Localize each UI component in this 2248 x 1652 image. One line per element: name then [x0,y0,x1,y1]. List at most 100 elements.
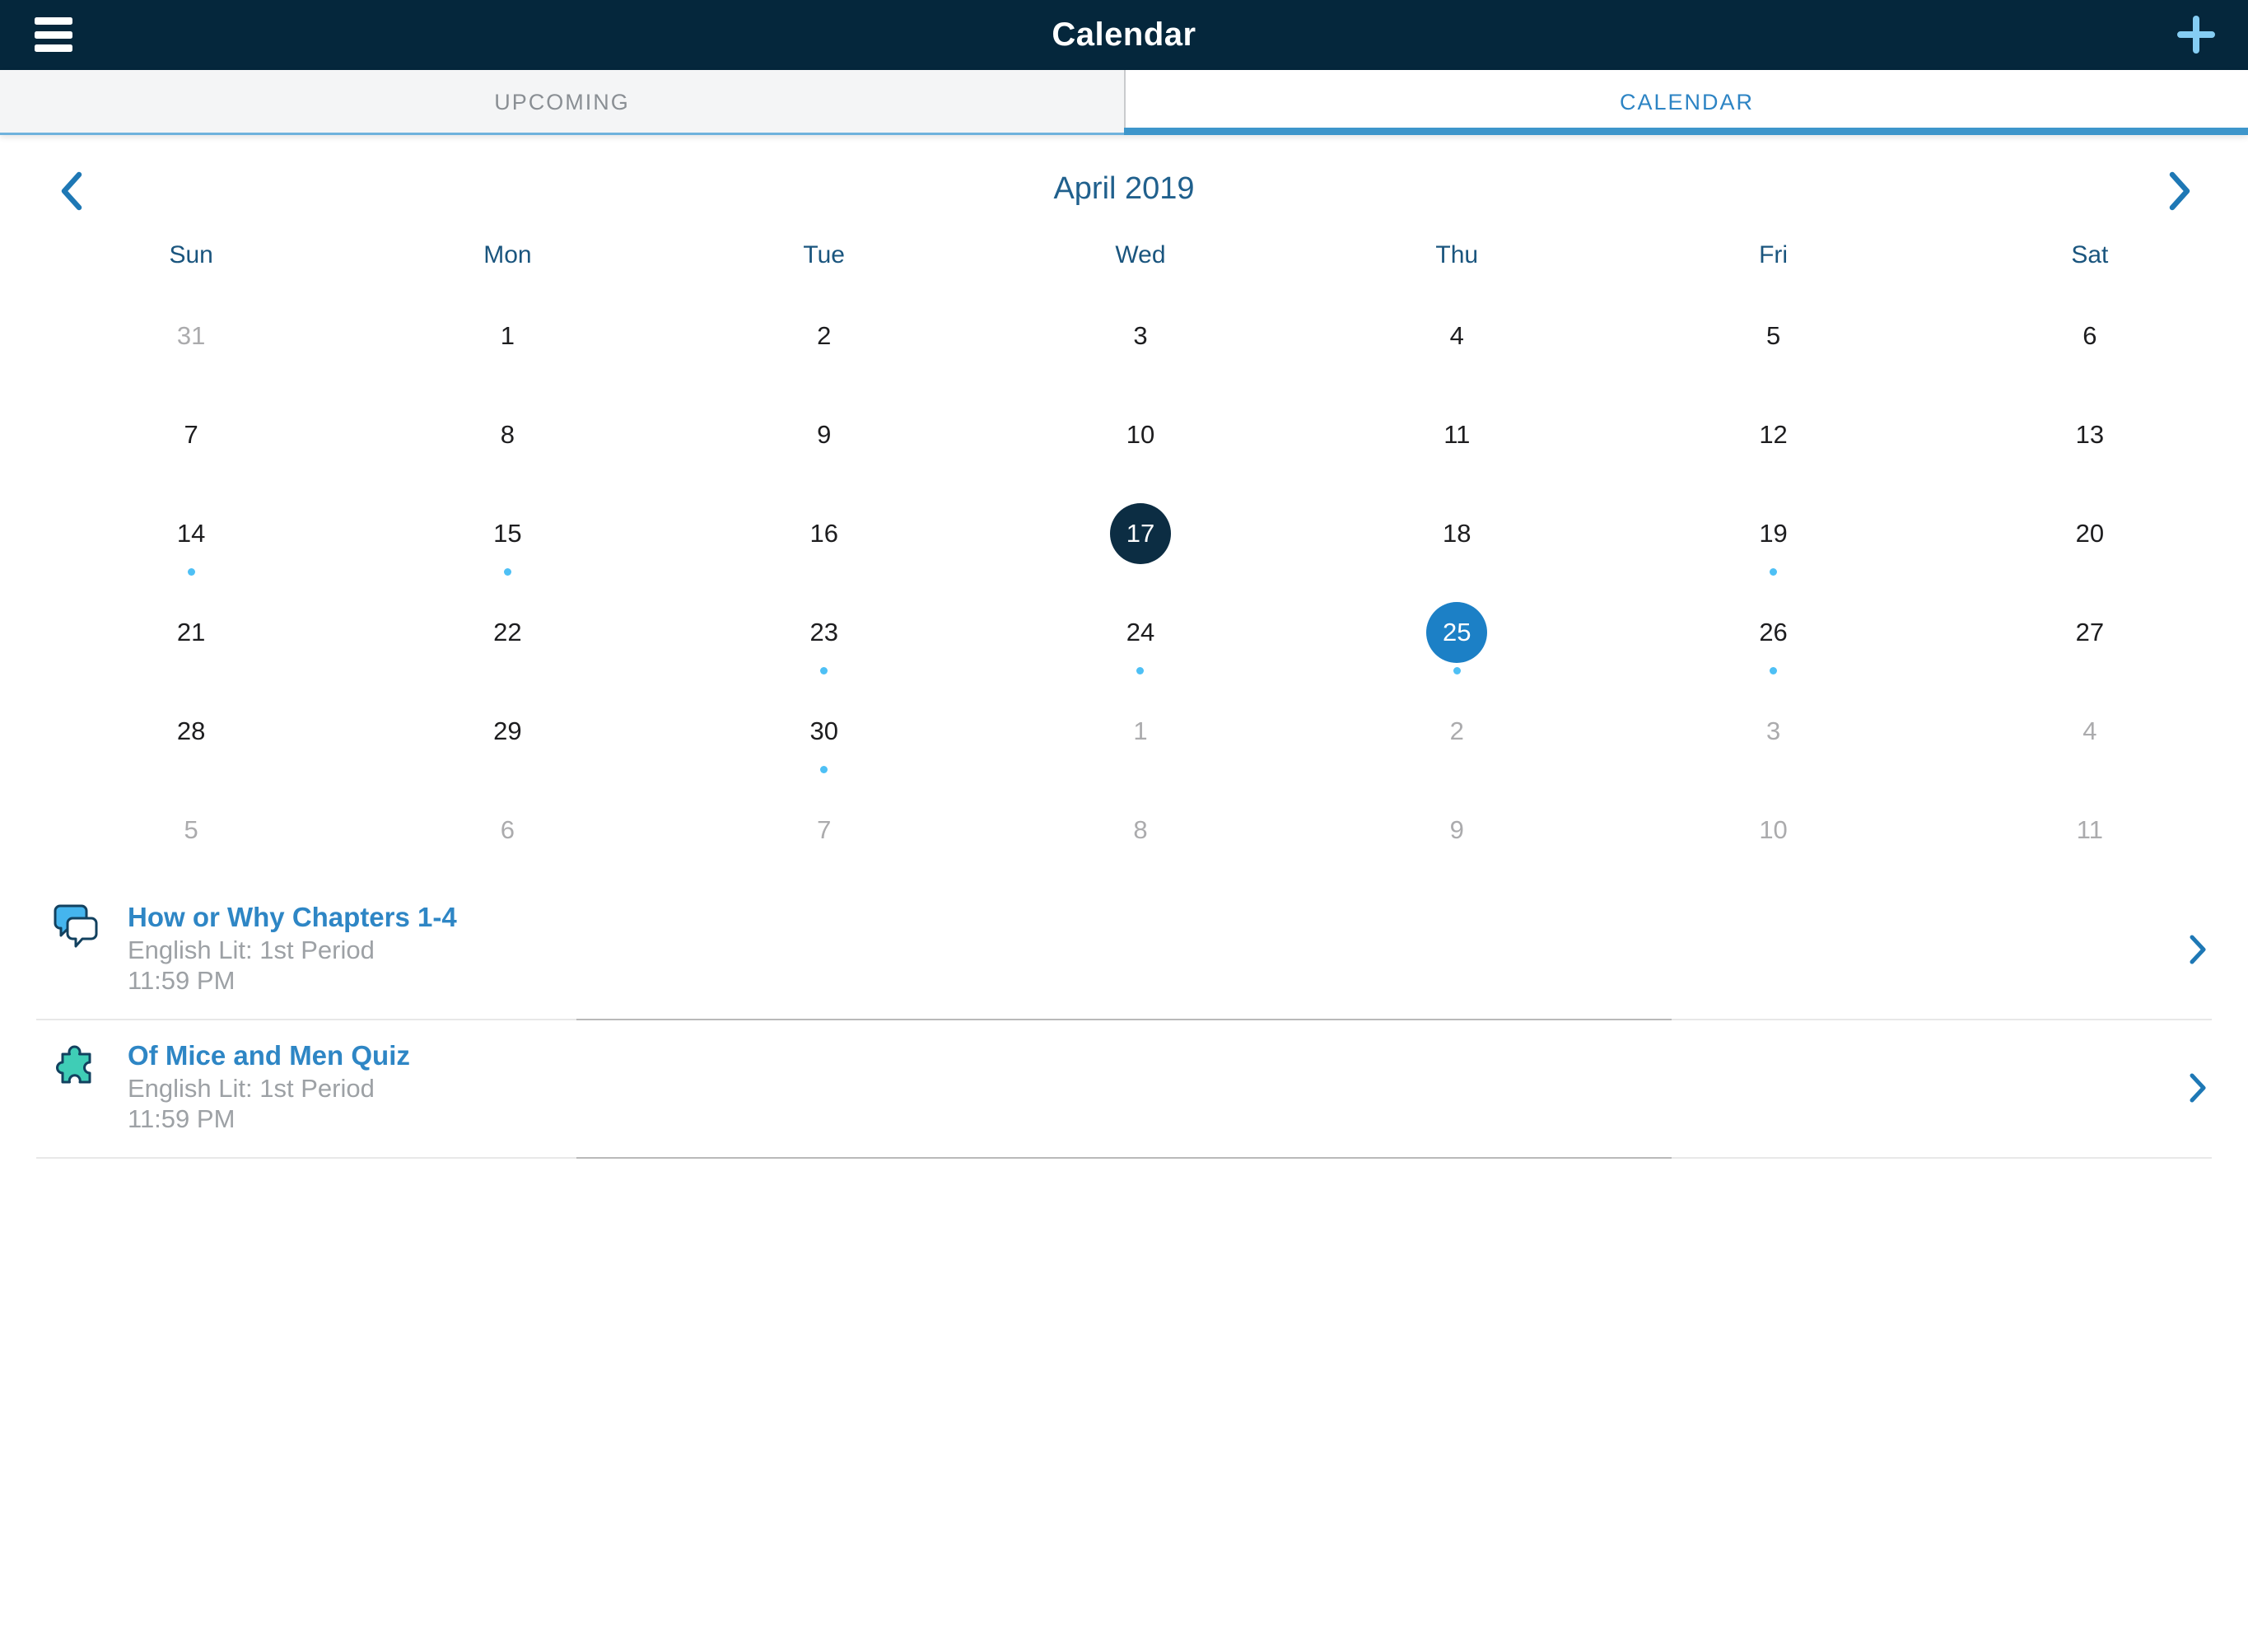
calendar-day-cell[interactable]: 4 [1299,287,1615,385]
day-number: 19 [1759,519,1788,548]
calendar-day-cell[interactable]: 29 [349,682,665,781]
quiz-icon [53,1040,100,1090]
event-list-item[interactable]: How or Why Chapters 1-4 English Lit: 1st… [0,894,2248,1019]
calendar-day-cell[interactable]: 31 [33,287,349,385]
event-dot [820,667,828,674]
hamburger-menu-button[interactable] [35,17,72,52]
day-number: 11 [2076,815,2103,844]
calendar-day-cell[interactable]: 20 [1932,484,2248,583]
day-number: 8 [500,420,515,449]
day-number: 18 [1443,519,1471,548]
hamburger-icon [35,30,72,39]
chevron-right-icon[interactable] [2187,933,2208,966]
calendar-day-cell[interactable]: 6 [1932,287,2248,385]
calendar-day-cell[interactable]: 23 [666,583,982,682]
calendar-day-cell[interactable]: 5 [1615,287,1931,385]
calendar-day-cell[interactable]: 18 [1299,484,1615,583]
calendar-day-cell[interactable]: 9 [666,385,982,484]
calendar-day-cell[interactable]: 6 [349,781,665,880]
calendar-day-cell[interactable]: 15 [349,484,665,583]
calendar-day-cell[interactable]: 13 [1932,385,2248,484]
tab-calendar[interactable]: CALENDAR [1124,70,2248,135]
day-number: 5 [1765,321,1781,350]
calendar-day-cell[interactable]: 2 [666,287,982,385]
event-dot [1453,667,1461,674]
calendar-day-cell[interactable]: 26 [1615,583,1931,682]
day-number: 6 [500,815,515,844]
calendar-day-cell[interactable]: 8 [982,781,1299,880]
tab-upcoming-label: UPCOMING [494,90,630,114]
calendar-day-cell[interactable]: 2 [1299,682,1615,781]
day-number: 16 [809,519,838,548]
day-number: 7 [817,815,832,844]
calendar-day-cell[interactable]: 14 [33,484,349,583]
day-number: 30 [809,716,838,745]
calendar-day-cell[interactable]: 10 [1615,781,1931,880]
event-title: Of Mice and Men Quiz [128,1040,410,1071]
calendar-month-view: Sun Mon Tue Wed Thu Fri Sat 31 1 2 3 4 5 6 7 8 9 1… [33,241,2248,880]
event-time: 11:59 PM [128,1104,236,1133]
calendar-day-cell[interactable]: 1 [349,287,665,385]
calendar-day-cell[interactable]: 9 [1299,781,1615,880]
calendar-day-cell[interactable]: 10 [982,385,1299,484]
calendar-day-cell[interactable]: 27 [1932,583,2248,682]
calendar-day-cell[interactable]: 4 [1932,682,2248,781]
day-number: 3 [1765,716,1781,745]
month-navigation: April 2019 [0,135,2248,241]
event-course: English Lit: 1st Period [128,936,375,964]
day-number: 29 [493,716,522,745]
calendar-day-cell[interactable]: 21 [33,583,349,682]
calendar-day-cell[interactable]: 12 [1615,385,1931,484]
event-list-item[interactable]: Of Mice and Men Quiz English Lit: 1st Pe… [0,1032,2248,1157]
event-list: How or Why Chapters 1-4 English Lit: 1st… [0,894,2248,1170]
calendar-day-cell[interactable]: 11 [1299,385,1615,484]
add-event-button[interactable] [2177,16,2215,54]
day-number: 22 [493,618,522,646]
day-number: 21 [176,618,206,646]
previous-month-button[interactable] [47,166,96,216]
day-number: 4 [1449,321,1464,350]
calendar-day-cell[interactable]: 3 [982,287,1299,385]
day-header: Sat [2071,241,2109,268]
calendar-day-cell[interactable]: 22 [349,583,665,682]
chevron-left-icon [61,171,82,211]
active-tab-underline [1124,128,2248,135]
calendar-day-cell[interactable]: 16 [666,484,982,583]
calendar-day-cell[interactable]: 25 [1299,583,1615,682]
day-number: 31 [176,321,206,350]
calendar-day-cell[interactable]: 28 [33,682,349,781]
event-dot [820,766,828,773]
tab-upcoming[interactable]: UPCOMING [0,70,1124,135]
calendar-day-cell[interactable]: 8 [349,385,665,484]
day-number: 20 [2075,519,2105,548]
calendar-day-cell[interactable]: 17 [982,484,1299,583]
calendar-day-cell[interactable]: 5 [33,781,349,880]
day-number: 15 [493,519,522,548]
day-number: 1 [1133,716,1148,745]
divider [0,1019,2248,1032]
day-number: 17 [1109,503,1171,564]
calendar-day-cell[interactable]: 7 [33,385,349,484]
tab-calendar-label: CALENDAR [1619,90,1755,114]
hamburger-icon [35,17,72,25]
event-title: How or Why Chapters 1-4 [128,902,457,932]
calendar-day-cell[interactable]: 24 [982,583,1299,682]
calendar-day-cell[interactable]: 19 [1615,484,1931,583]
day-header: Wed [1115,241,1166,268]
calendar-day-cell[interactable]: 11 [1932,781,2248,880]
day-number: 8 [1133,815,1148,844]
day-number: 4 [2082,716,2097,745]
day-number: 2 [1449,716,1464,745]
chevron-right-icon[interactable] [2187,1071,2208,1104]
event-time: 11:59 PM [128,966,236,995]
calendar-day-cell[interactable]: 3 [1615,682,1931,781]
next-month-button[interactable] [2155,166,2204,216]
day-number: 9 [817,420,832,449]
discussion-icon [53,902,100,951]
hamburger-icon [35,44,72,52]
day-number: 25 [1426,602,1488,663]
day-number: 10 [1126,420,1155,449]
calendar-day-cell[interactable]: 30 [666,682,982,781]
calendar-day-cell[interactable]: 7 [666,781,982,880]
calendar-day-cell[interactable]: 1 [982,682,1299,781]
